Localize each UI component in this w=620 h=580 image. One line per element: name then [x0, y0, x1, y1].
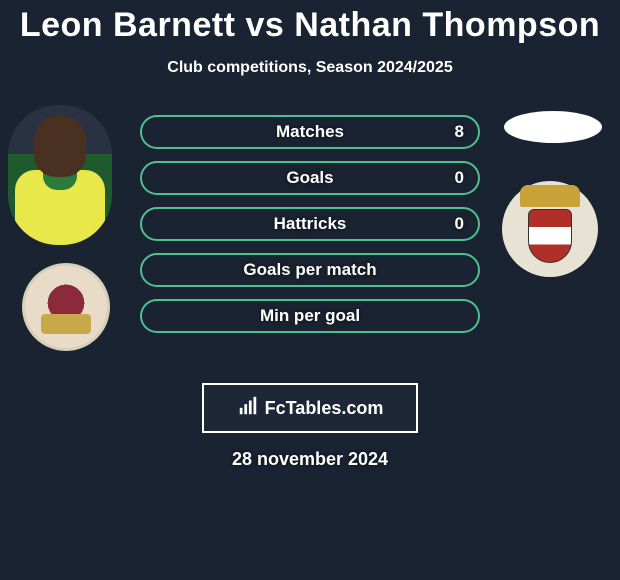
stat-row: Goals 0	[140, 161, 480, 195]
stat-label: Matches	[276, 122, 344, 142]
stat-value-right: 8	[455, 122, 464, 142]
stat-label: Hattricks	[274, 214, 347, 234]
subtitle: Club competitions, Season 2024/2025	[0, 59, 620, 77]
stat-label: Goals per match	[243, 260, 376, 280]
brand-text: FcTables.com	[265, 398, 384, 419]
player-b-photo	[504, 111, 602, 143]
page-title: Leon Barnett vs Nathan Thompson	[0, 0, 620, 45]
date-text: 28 november 2024	[0, 449, 620, 470]
comparison-panel: Matches 8 Goals 0 Hattricks 0 Goals per match M…	[0, 109, 620, 349]
player-a-column	[8, 109, 128, 351]
player-a-club-badge	[22, 263, 110, 351]
stat-row: Goals per match	[140, 253, 480, 287]
player-b-club-badge	[502, 181, 598, 277]
chart-icon	[237, 395, 259, 422]
brand-box: FcTables.com	[202, 383, 418, 433]
player-a-photo	[8, 105, 112, 245]
stats-list: Matches 8 Goals 0 Hattricks 0 Goals per match M…	[140, 115, 480, 345]
stat-value-right: 0	[455, 214, 464, 234]
stat-row: Matches 8	[140, 115, 480, 149]
stat-label: Goals	[286, 168, 333, 188]
stat-row: Min per goal	[140, 299, 480, 333]
stat-row: Hattricks 0	[140, 207, 480, 241]
player-b-column	[500, 109, 610, 277]
stat-label: Min per goal	[260, 306, 360, 326]
stat-value-right: 0	[455, 168, 464, 188]
